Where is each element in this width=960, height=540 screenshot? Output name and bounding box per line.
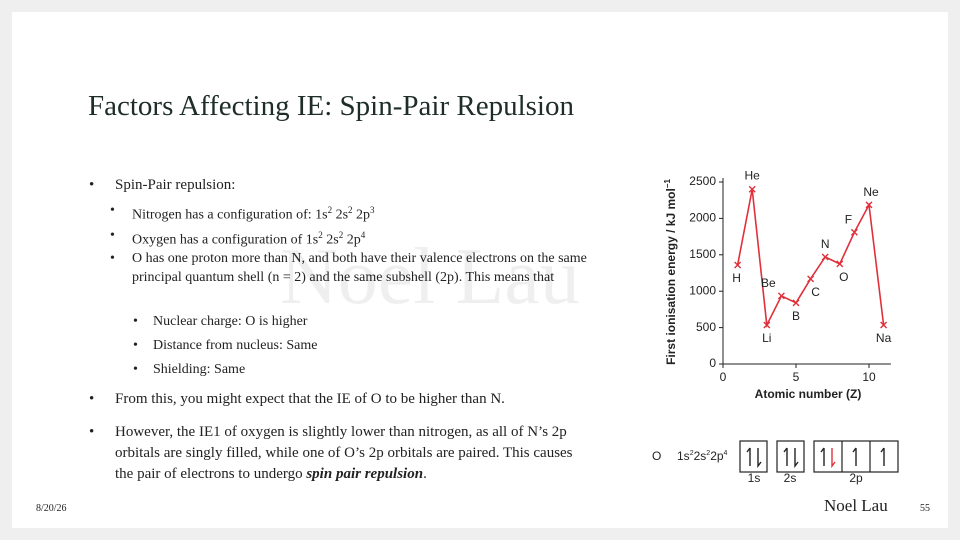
orbital-boxes xyxy=(739,440,899,473)
electron-arrows xyxy=(746,447,885,469)
text-part: Oxygen has a configuration of 1s xyxy=(132,232,319,248)
config-part: 2 xyxy=(690,450,694,457)
bullet: However, the IE1 of oxygen is slightly l… xyxy=(89,422,587,485)
config-part: 2 xyxy=(706,450,710,457)
bullet: Oxygen has a configuration of 1s2 2s2 2p… xyxy=(110,226,366,250)
y-tick-label: 1500 xyxy=(689,247,716,261)
text-part: . xyxy=(423,466,427,482)
bullet: O has one proton more than N, and both h… xyxy=(110,249,592,287)
bullet: Distance from nucleus: Same xyxy=(133,335,318,356)
point-label: B xyxy=(792,309,800,323)
title: Factors Affecting IE: Spin-Pair Repulsio… xyxy=(88,90,574,122)
text-part: However, the IE1 of oxygen is slightly l… xyxy=(115,424,573,482)
x-tick-label: 5 xyxy=(793,370,800,384)
y-tick-label: 500 xyxy=(696,320,716,334)
x-tick-label: 10 xyxy=(862,370,876,384)
text-part: 2p xyxy=(343,232,361,248)
point-label: Na xyxy=(876,331,892,345)
point-marker xyxy=(821,253,829,261)
label-part: −1 xyxy=(663,179,672,189)
orbital-label: 2p xyxy=(849,471,863,485)
text-part: 2 xyxy=(318,230,323,240)
point-marker xyxy=(807,275,815,283)
bullet: From this, you might expect that the IE … xyxy=(89,389,505,410)
x-tick-label: 0 xyxy=(720,370,727,384)
text-part: Nitrogen has a configuration of: 1s xyxy=(132,207,328,223)
label-part: First ionisation energy / kJ mol xyxy=(664,188,678,365)
footer-author: Noel Lau xyxy=(824,496,888,515)
bullet: Spin-Pair repulsion: xyxy=(89,175,236,196)
point-marker xyxy=(777,292,785,300)
text-part: spin pair repulsion xyxy=(306,466,424,482)
orbital-element: O xyxy=(652,449,661,463)
footer-date: 8/20/26 xyxy=(36,503,67,514)
text-part: 4 xyxy=(360,230,366,240)
text-part: 2s xyxy=(322,232,339,248)
text-part: 2 xyxy=(338,230,344,240)
point-label: O xyxy=(839,270,848,284)
text-part: 2p xyxy=(352,207,371,223)
point-marker xyxy=(836,260,844,268)
text-part: 3 xyxy=(370,205,375,215)
y-tick-label: 2000 xyxy=(689,211,716,225)
orbital-label: 1s xyxy=(748,471,761,485)
point-label: Ne xyxy=(863,185,879,199)
config-part: 2s xyxy=(694,449,707,463)
y-axis-label: First ionisation energy / kJ mol−1 xyxy=(663,179,679,365)
y-tick-label: 2500 xyxy=(689,174,716,188)
y-tick-label: 0 xyxy=(709,356,716,370)
page-number: 55 xyxy=(920,503,930,514)
point-label: C xyxy=(811,285,820,299)
x-axis-label: Atomic number (Z) xyxy=(755,387,862,401)
point-label: Li xyxy=(762,331,771,345)
bullet: Nuclear charge: O is higher xyxy=(133,311,308,332)
point-label: Be xyxy=(761,276,776,290)
point-label: H xyxy=(732,271,741,285)
ie-line xyxy=(736,189,885,328)
orbital-label: 2s xyxy=(784,471,797,485)
bullet: Shielding: Same xyxy=(133,359,245,380)
text-part: 2s xyxy=(332,207,349,223)
config-part: 2p xyxy=(710,449,724,463)
point-marker xyxy=(880,321,888,329)
point-marker xyxy=(734,261,742,269)
y-tick-label: 1000 xyxy=(689,283,716,297)
config-part: 1s xyxy=(677,449,690,463)
point-marker xyxy=(850,228,858,236)
bullet: Nitrogen has a configuration of: 1s2 2s2… xyxy=(110,201,375,225)
text-part: 2 xyxy=(348,205,353,215)
point-marker xyxy=(748,185,756,193)
point-marker xyxy=(763,321,771,329)
point-label: N xyxy=(821,237,830,251)
text-part: 2 xyxy=(327,205,333,215)
orbital-config: 1s22s22p4 xyxy=(677,449,728,463)
point-marker xyxy=(865,201,873,209)
point-label: He xyxy=(745,168,761,182)
point-marker xyxy=(792,299,800,307)
point-label: F xyxy=(845,212,852,226)
config-part: 4 xyxy=(724,450,728,457)
